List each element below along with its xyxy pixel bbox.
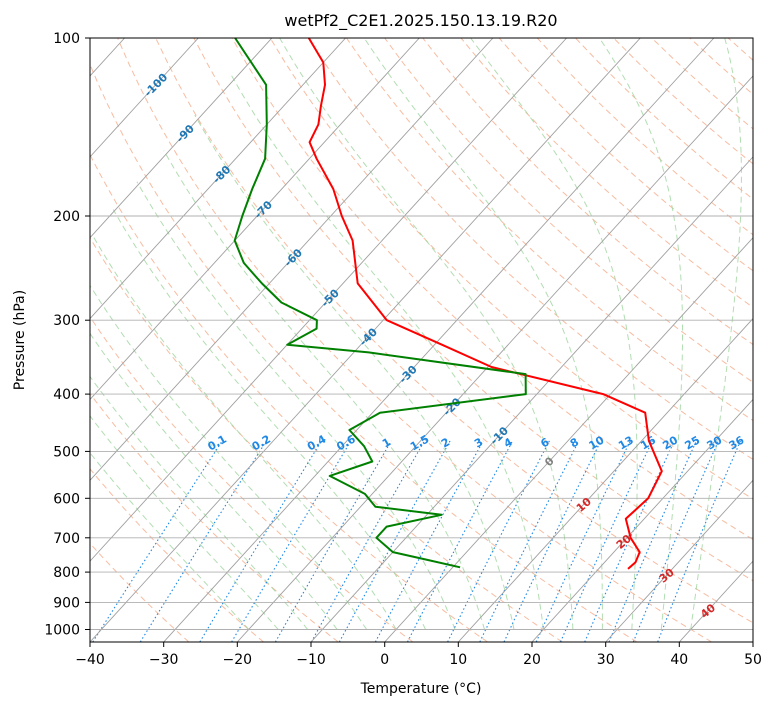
y-tick-label: 800 [53,565,80,581]
mixing-ratio-line [139,440,267,642]
dry-adiabat-line [90,236,488,642]
moist-adiabat-line [194,114,515,630]
dry-adiabat-line [193,38,753,582]
x-tick-label: 50 [744,652,762,668]
isotherm-line [605,479,753,642]
x-tick-label: −10 [296,652,326,668]
y-tick-label: 100 [53,31,80,47]
isotherm-line [90,38,567,562]
isotherms [90,38,753,642]
y-axis-label: Pressure (hPa) [12,290,28,390]
dry-adiabat-line [117,38,712,642]
moist-adiabat-line [363,38,603,630]
moist-adiabat-line [690,38,742,630]
moist-adiabat-line [112,209,427,630]
moist-adiabat-line [90,452,250,630]
moist-adiabat-line [598,38,683,630]
mixing-ratio-line [479,440,580,642]
moist-adiabat-line [163,150,485,630]
x-tick-label: −40 [75,652,105,668]
dry-adiabat-line [90,153,563,642]
moist-adiabat-line [90,332,338,630]
isotherm-line [90,38,199,158]
isotherm-line [163,38,715,642]
x-tick-label: 30 [597,652,615,668]
y-tick-label: 600 [53,491,80,507]
dry-adiabat-line [90,468,264,642]
isotherm-line [310,156,753,642]
moist-adiabat-line [91,234,397,630]
x-tick-label: 20 [523,652,541,668]
plot-frame [89,37,754,643]
isotherm-line [457,317,753,642]
x-tick-label: −20 [223,652,253,668]
y-tick-label: 700 [53,531,80,547]
y-axis: 100 200 300 400 500 600 700 800 900 1000 [44,31,90,639]
isotherm-line [90,38,494,481]
isotherm-line [90,38,641,642]
series-lines [233,38,663,570]
dry-adiabat-line [155,38,753,624]
mixing-ratio-line [310,440,425,642]
mixing-ratio-line [608,440,697,642]
dry-adiabat-line [307,38,753,461]
moist-adiabat-line [469,38,638,630]
mixing-ratio-line [559,440,653,642]
mixing-ratio-line [92,440,223,642]
x-tick-label: 10 [449,652,467,668]
dry-adiabat-line [346,38,753,422]
pressure-gridlines [90,38,753,630]
y-tick-label: 900 [53,595,80,611]
x-tick-label: 0 [380,652,389,668]
moist-adiabat-line [230,73,544,630]
dry-adiabat-line [269,38,753,500]
moist-adiabat-line [90,415,279,630]
x-axis: −40 −30 −20 −10 0 10 20 30 40 50 [75,642,762,668]
mixing-ratio-line [535,440,631,642]
moist-adiabats [90,38,742,630]
temperature-profile [307,38,663,570]
mixing-ratio-line [338,440,451,642]
moist-adiabat-line [90,284,368,630]
x-axis-label: Temperature (°C) [360,681,482,697]
isotherm-line [90,38,346,320]
y-tick-label: 300 [53,313,80,329]
dry-adiabat-line [90,542,190,642]
isotherm-line [90,38,420,401]
dry-adiabat-line [90,63,638,642]
isotherm-line [384,237,753,642]
mixing-ratio-line [231,440,352,642]
chart-title: wetPf2_C2E1.2025.150.13.19.R20 [284,11,557,31]
plot-area: 0.1 0.2 0.4 0.6 1 1.5 2 3 4 6 8 10 13 16 20 25 30 36-100-… [90,38,753,642]
y-tick-label: 200 [53,209,80,225]
y-tick-label: 1000 [44,623,80,639]
x-tick-label: 40 [670,652,688,668]
isotherm-line [90,38,273,239]
x-tick-label: −30 [149,652,179,668]
y-tick-label: 400 [53,387,80,403]
mixing-ratio-line [199,440,322,642]
y-tick-label: 500 [53,444,80,460]
moist-adiabat-line [279,38,574,630]
isotherm-line [236,75,753,642]
dewpoint-profile [233,38,527,569]
isotherm-line [531,398,753,642]
moist-adiabat-line [136,181,456,630]
